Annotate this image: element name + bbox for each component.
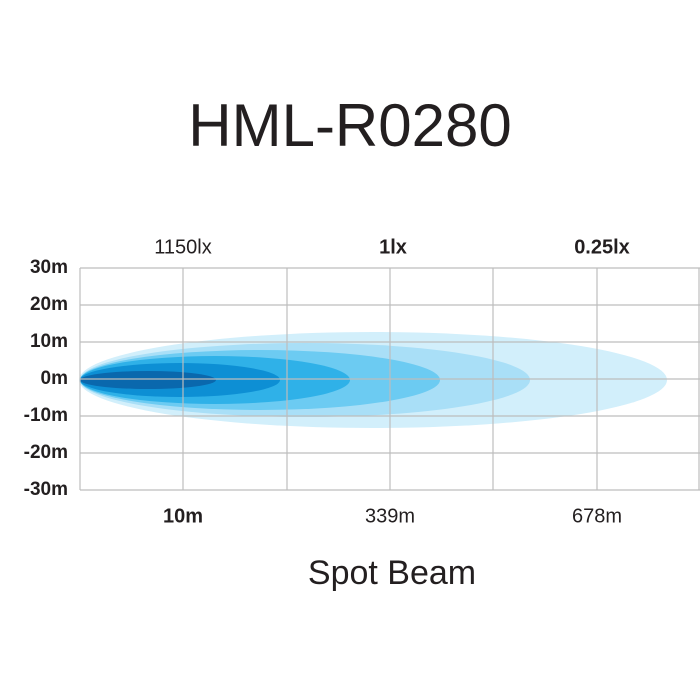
distance-labels: 10m 339m 678m [163,505,622,527]
y-labels: 30m 20m 10m 0m -10m -20m -30m [24,257,68,500]
distance-label: 339m [365,505,415,527]
distance-label: 10m [163,505,203,527]
illuminance-label: 1150lx [154,236,211,258]
y-label: 30m [30,257,68,278]
illuminance-labels: 1150lx 1lx 0.25lx [154,236,630,258]
beam [79,332,667,428]
illuminance-label: 1lx [379,236,407,258]
caption: Spot Beam [308,554,476,592]
beam-zone [80,371,216,389]
y-label: 0m [41,368,68,389]
title: HML-R0280 [188,92,511,159]
y-label: -30m [24,479,68,500]
y-label: -20m [24,442,68,463]
distance-label: 678m [572,505,622,527]
grid [79,267,700,491]
y-label: 20m [30,294,68,315]
y-label: -10m [24,405,68,426]
y-label: 10m [30,331,68,352]
illuminance-label: 0.25lx [574,236,630,258]
